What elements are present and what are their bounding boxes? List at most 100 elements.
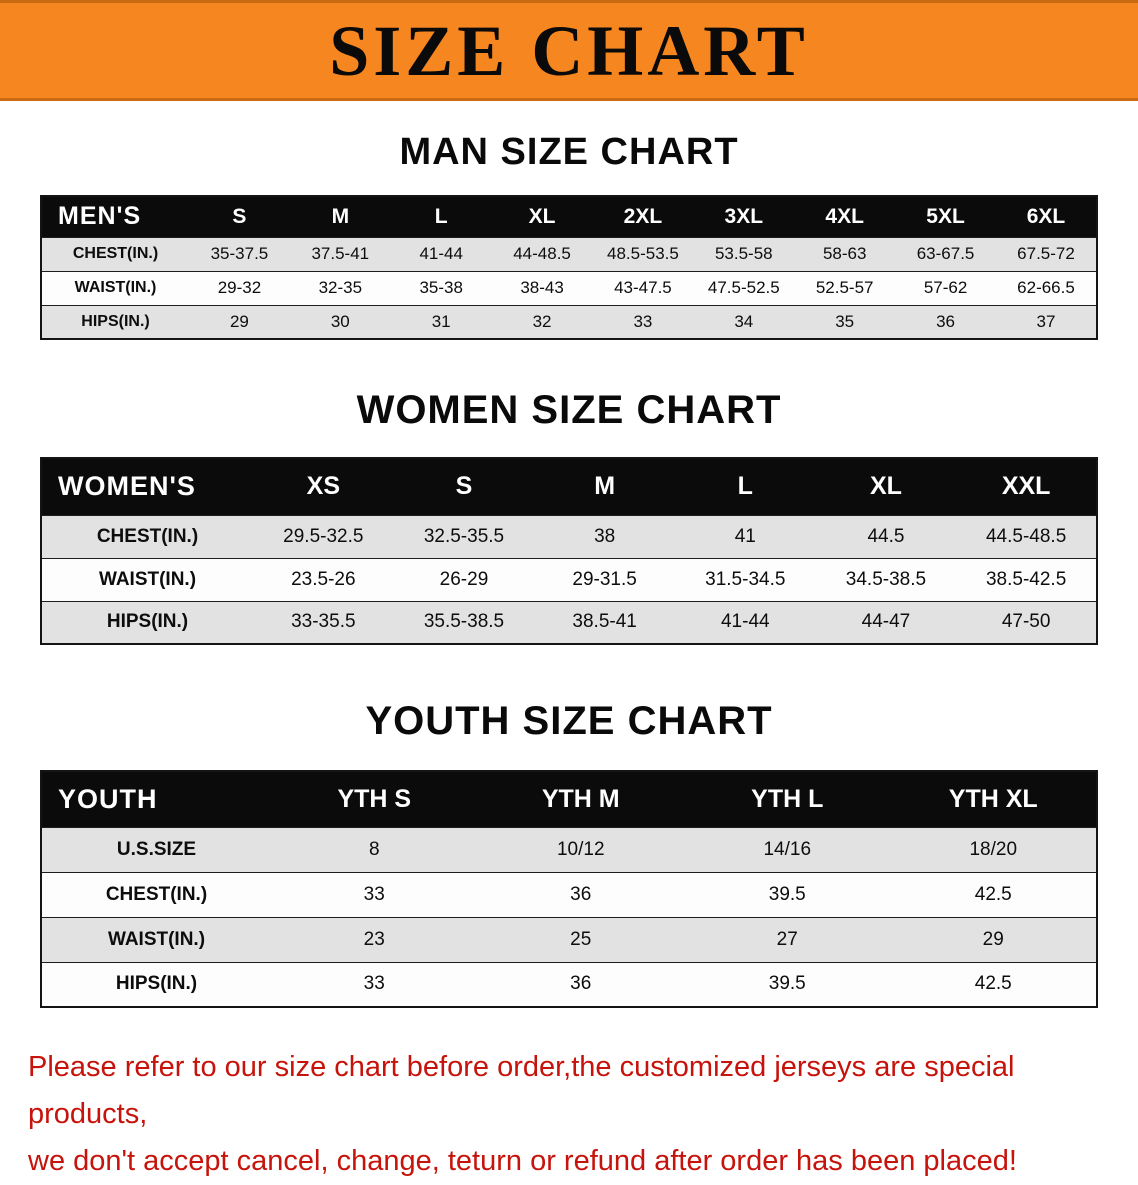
cell: 42.5 [890, 961, 1097, 1008]
cell: 58-63 [794, 236, 896, 272]
size-header-cell: S [189, 196, 290, 237]
cell: 33 [592, 304, 694, 340]
cell: 44-48.5 [491, 236, 593, 272]
cell: 33 [271, 871, 478, 918]
cell: 29 [890, 916, 1097, 963]
cell: 29 [189, 304, 290, 340]
row-label: WAIST(IN.) [41, 916, 271, 963]
cell: 23 [271, 916, 478, 963]
men-header-row: MEN'S S M L XL 2XL 3XL 4XL 5XL 6XL [41, 196, 1097, 237]
men-waist-row: WAIST(IN.) 29-32 32-35 35-38 38-43 43-47… [41, 270, 1097, 306]
row-label: CHEST(IN.) [41, 871, 271, 918]
size-header-cell: XXL [956, 458, 1097, 515]
youth-ussize-row: U.S.SIZE 8 10/12 14/16 18/20 [41, 826, 1097, 873]
cell: 44-47 [815, 600, 957, 645]
cell: 31.5-34.5 [674, 557, 816, 602]
youth-chest-row: CHEST(IN.) 33 36 39.5 42.5 [41, 871, 1097, 918]
cell: 26-29 [393, 557, 535, 602]
row-label: WAIST(IN.) [41, 557, 253, 602]
size-header-cell: 2XL [592, 196, 694, 237]
size-header-cell: 3XL [693, 196, 795, 237]
women-waist-row: WAIST(IN.) 23.5-26 26-29 29-31.5 31.5-34… [41, 557, 1097, 602]
women-section-heading: WOMEN SIZE CHART [356, 388, 782, 432]
cell: 34.5-38.5 [815, 557, 957, 602]
row-label: WAIST(IN.) [41, 270, 189, 306]
cell: 35-38 [390, 270, 492, 306]
cell: 27 [684, 916, 891, 963]
cell: 44.5 [815, 514, 957, 559]
cell: 33 [271, 961, 478, 1008]
cell: 41-44 [390, 236, 492, 272]
size-header-cell: YTH L [684, 771, 891, 827]
cell: 53.5-58 [693, 236, 795, 272]
size-header-cell: M [289, 196, 391, 237]
cell: 29-31.5 [534, 557, 675, 602]
youth-header-row: YOUTH YTH S YTH M YTH L YTH XL [41, 771, 1097, 827]
cell: 30 [289, 304, 391, 340]
cell: 62-66.5 [996, 270, 1097, 306]
cell: 18/20 [890, 826, 1097, 873]
size-header-cell: XS [253, 458, 394, 515]
cell: 37.5-41 [289, 236, 391, 272]
cell: 38.5-42.5 [956, 557, 1097, 602]
women-hips-row: HIPS(IN.) 33-35.5 35.5-38.5 38.5-41 41-4… [41, 600, 1097, 645]
cell: 14/16 [684, 826, 891, 873]
row-label: CHEST(IN.) [41, 514, 253, 559]
size-header-cell: YTH M [477, 771, 684, 827]
cell: 43-47.5 [592, 270, 694, 306]
men-section-heading: MAN SIZE CHART [399, 131, 739, 173]
cell: 52.5-57 [794, 270, 896, 306]
size-header-cell: XL [491, 196, 593, 237]
cell: 32-35 [289, 270, 391, 306]
cell: 63-67.5 [895, 236, 996, 272]
cell: 29.5-32.5 [253, 514, 394, 559]
banner: SIZE CHART [0, 0, 1138, 101]
size-header-cell: YTH S [271, 771, 478, 827]
cell: 39.5 [684, 871, 891, 918]
disclaimer: Please refer to our size chart before or… [28, 1044, 1120, 1185]
cell: 57-62 [895, 270, 996, 306]
cell: 36 [477, 871, 684, 918]
cell: 34 [693, 304, 795, 340]
youth-section-heading: YOUTH SIZE CHART [365, 699, 773, 743]
size-header-cell: 4XL [794, 196, 896, 237]
size-header-cell: L [390, 196, 492, 237]
cell: 23.5-26 [253, 557, 394, 602]
cell: 38-43 [491, 270, 593, 306]
youth-size-table: YOUTH YTH S YTH M YTH L YTH XL U.S.SIZE … [40, 770, 1098, 1008]
cell: 35.5-38.5 [393, 600, 535, 645]
page-title: SIZE CHART [329, 10, 809, 91]
men-hips-row: HIPS(IN.) 29 30 31 32 33 34 35 36 37 [41, 304, 1097, 340]
row-label: U.S.SIZE [41, 826, 271, 873]
row-label: HIPS(IN.) [41, 961, 271, 1008]
cell: 32.5-35.5 [393, 514, 535, 559]
cell: 67.5-72 [996, 236, 1097, 272]
cell: 25 [477, 916, 684, 963]
women-size-table: WOMEN'S XS S M L XL XXL CHEST(IN.) 29.5-… [40, 457, 1098, 645]
size-header-cell: 5XL [895, 196, 996, 237]
row-label: CHEST(IN.) [41, 236, 189, 272]
cell: 36 [477, 961, 684, 1008]
cell: 10/12 [477, 826, 684, 873]
cell: 35 [794, 304, 896, 340]
cell: 32 [491, 304, 593, 340]
men-chest-row: CHEST(IN.) 35-37.5 37.5-41 41-44 44-48.5… [41, 236, 1097, 272]
row-label: HIPS(IN.) [41, 304, 189, 340]
men-table-title-cell: MEN'S [41, 196, 189, 237]
cell: 44.5-48.5 [956, 514, 1097, 559]
disclaimer-line-1: Please refer to our size chart before or… [28, 1051, 1015, 1130]
women-table-title-cell: WOMEN'S [41, 458, 253, 515]
youth-hips-row: HIPS(IN.) 33 36 39.5 42.5 [41, 961, 1097, 1008]
women-header-row: WOMEN'S XS S M L XL XXL [41, 458, 1097, 515]
cell: 47.5-52.5 [693, 270, 795, 306]
size-header-cell: YTH XL [890, 771, 1097, 827]
youth-waist-row: WAIST(IN.) 23 25 27 29 [41, 916, 1097, 963]
cell: 38 [534, 514, 675, 559]
cell: 48.5-53.5 [592, 236, 694, 272]
youth-table-title-cell: YOUTH [41, 771, 271, 827]
cell: 36 [895, 304, 996, 340]
cell: 29-32 [189, 270, 290, 306]
cell: 38.5-41 [534, 600, 675, 645]
cell: 31 [390, 304, 492, 340]
